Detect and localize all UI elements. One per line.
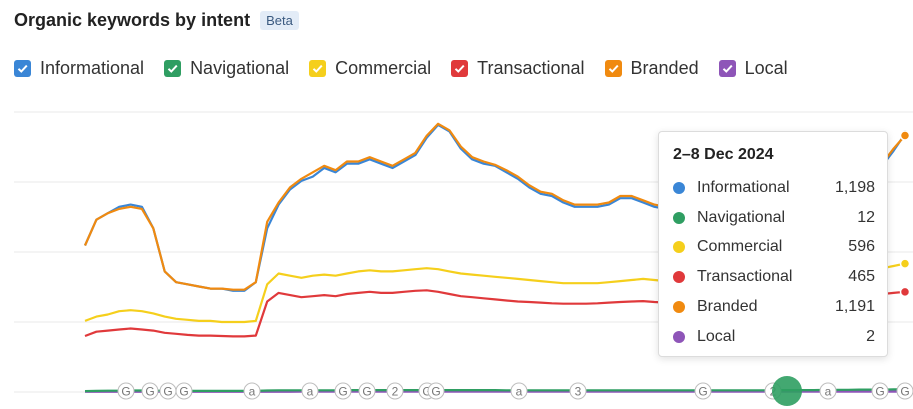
tooltip-row-branded: Branded 1,191: [673, 292, 875, 322]
checkbox-checked-icon[interactable]: [604, 60, 622, 77]
series-dot: [673, 330, 685, 343]
legend-item-local[interactable]: Local: [718, 58, 788, 79]
tooltip-series-name: Transactional: [697, 268, 793, 286]
tooltip-series-value: 1,191: [834, 298, 875, 316]
legend: Informational Navigational Commercial Tr…: [14, 58, 808, 79]
tooltip-series-name: Branded: [697, 298, 758, 316]
annotation-marker: [117, 382, 135, 400]
annotation-marker-label: a: [249, 385, 256, 399]
series-dot: [673, 211, 685, 224]
annotation-marker: [243, 382, 261, 400]
tooltip-series-value: 596: [848, 238, 875, 256]
annotation-marker-label: G: [875, 385, 884, 399]
legend-label: Local: [744, 58, 788, 78]
legend-item-commercial[interactable]: Commercial: [309, 58, 431, 79]
legend-label: Transactional: [477, 58, 585, 78]
annotation-marker: [896, 382, 913, 400]
checkbox-checked-icon[interactable]: [309, 60, 327, 77]
series-dot: [673, 271, 685, 284]
tooltip-row-transactional: Transactional 465: [673, 262, 875, 292]
beta-badge: Beta: [260, 11, 299, 30]
annotation-marker-label: G: [900, 385, 909, 399]
annotation-marker: [358, 382, 376, 400]
tooltip-series-value: 465: [848, 268, 875, 286]
tooltip-title: 2–8 Dec 2024: [673, 146, 774, 163]
legend-item-navigational[interactable]: Navigational: [164, 58, 289, 79]
chart-header: Organic keywords by intent Beta: [14, 10, 299, 31]
last-point-branded: [899, 130, 911, 141]
tooltip-series-name: Local: [697, 327, 736, 345]
tooltip-series-name: Informational: [697, 178, 790, 196]
legend-label: Navigational: [190, 58, 290, 78]
legend-label: Branded: [630, 58, 699, 78]
tooltip-series-name: Navigational: [697, 208, 786, 226]
annotation-marker-label: 3: [575, 385, 582, 399]
legend-item-transactional[interactable]: Transactional: [451, 58, 585, 79]
tooltip-row-navigational: Navigational 12: [673, 203, 875, 233]
checkbox-checked-icon[interactable]: [718, 60, 736, 77]
tooltip-row-local: Local 2: [673, 322, 875, 352]
annotation-marker-label: G: [145, 385, 154, 399]
series-dot: [673, 301, 685, 314]
checkbox-checked-icon[interactable]: [451, 60, 469, 77]
annotation-marker-label: a: [516, 385, 523, 399]
annotation-marker: [569, 382, 587, 400]
checkbox-checked-icon[interactable]: [14, 60, 31, 77]
series-dot: [673, 181, 685, 194]
series-dot: [673, 241, 685, 254]
annotation-marker-label: G: [121, 385, 130, 399]
annotation-marker: [334, 382, 352, 400]
annotation-marker-label: a: [825, 385, 832, 399]
annotation-marker-label: G: [431, 385, 440, 399]
tooltip-row-informational: Informational 1,198: [673, 173, 875, 203]
legend-label: Commercial: [335, 58, 432, 78]
annotation-marker: [386, 382, 404, 400]
last-point-transactional: [899, 286, 911, 298]
tooltip-series-value: 2: [866, 327, 875, 345]
annotation-marker-label: G: [362, 385, 371, 399]
tooltip-row-commercial: Commercial 596: [673, 233, 875, 263]
annotation-marker-label: G: [163, 385, 172, 399]
chart-title: Organic keywords by intent: [14, 10, 251, 30]
legend-item-branded[interactable]: Branded: [604, 58, 699, 79]
annotation-marker: [427, 382, 445, 400]
annotation-marker-label: G: [422, 385, 431, 399]
annotation-marker-label: 2: [392, 385, 399, 399]
annotation-marker-label: G: [698, 385, 707, 399]
legend-label: Informational: [40, 58, 145, 78]
annotation-marker: [694, 382, 712, 400]
annotation-marker: [301, 382, 319, 400]
tooltip-series-value: 12: [857, 208, 875, 226]
annotation-marker-label: a: [307, 385, 314, 399]
annotation-marker: [141, 382, 159, 400]
checkbox-checked-icon[interactable]: [164, 60, 182, 77]
tooltip-series-name: Commercial: [697, 238, 783, 256]
chart-tooltip: 2–8 Dec 2024 Informational 1,198 Navigat…: [658, 131, 888, 357]
annotation-marker: [510, 382, 528, 400]
annotation-marker: [871, 382, 889, 400]
tooltip-series-value: 1,198: [834, 178, 875, 196]
annotation-marker: [819, 382, 837, 400]
legend-item-informational[interactable]: Informational: [14, 58, 144, 79]
annotation-marker-label: G: [179, 385, 188, 399]
annotation-marker: [175, 382, 193, 400]
active-annotation-marker: [772, 376, 802, 406]
annotation-marker-label: G: [338, 385, 347, 399]
last-point-commercial: [899, 258, 911, 269]
